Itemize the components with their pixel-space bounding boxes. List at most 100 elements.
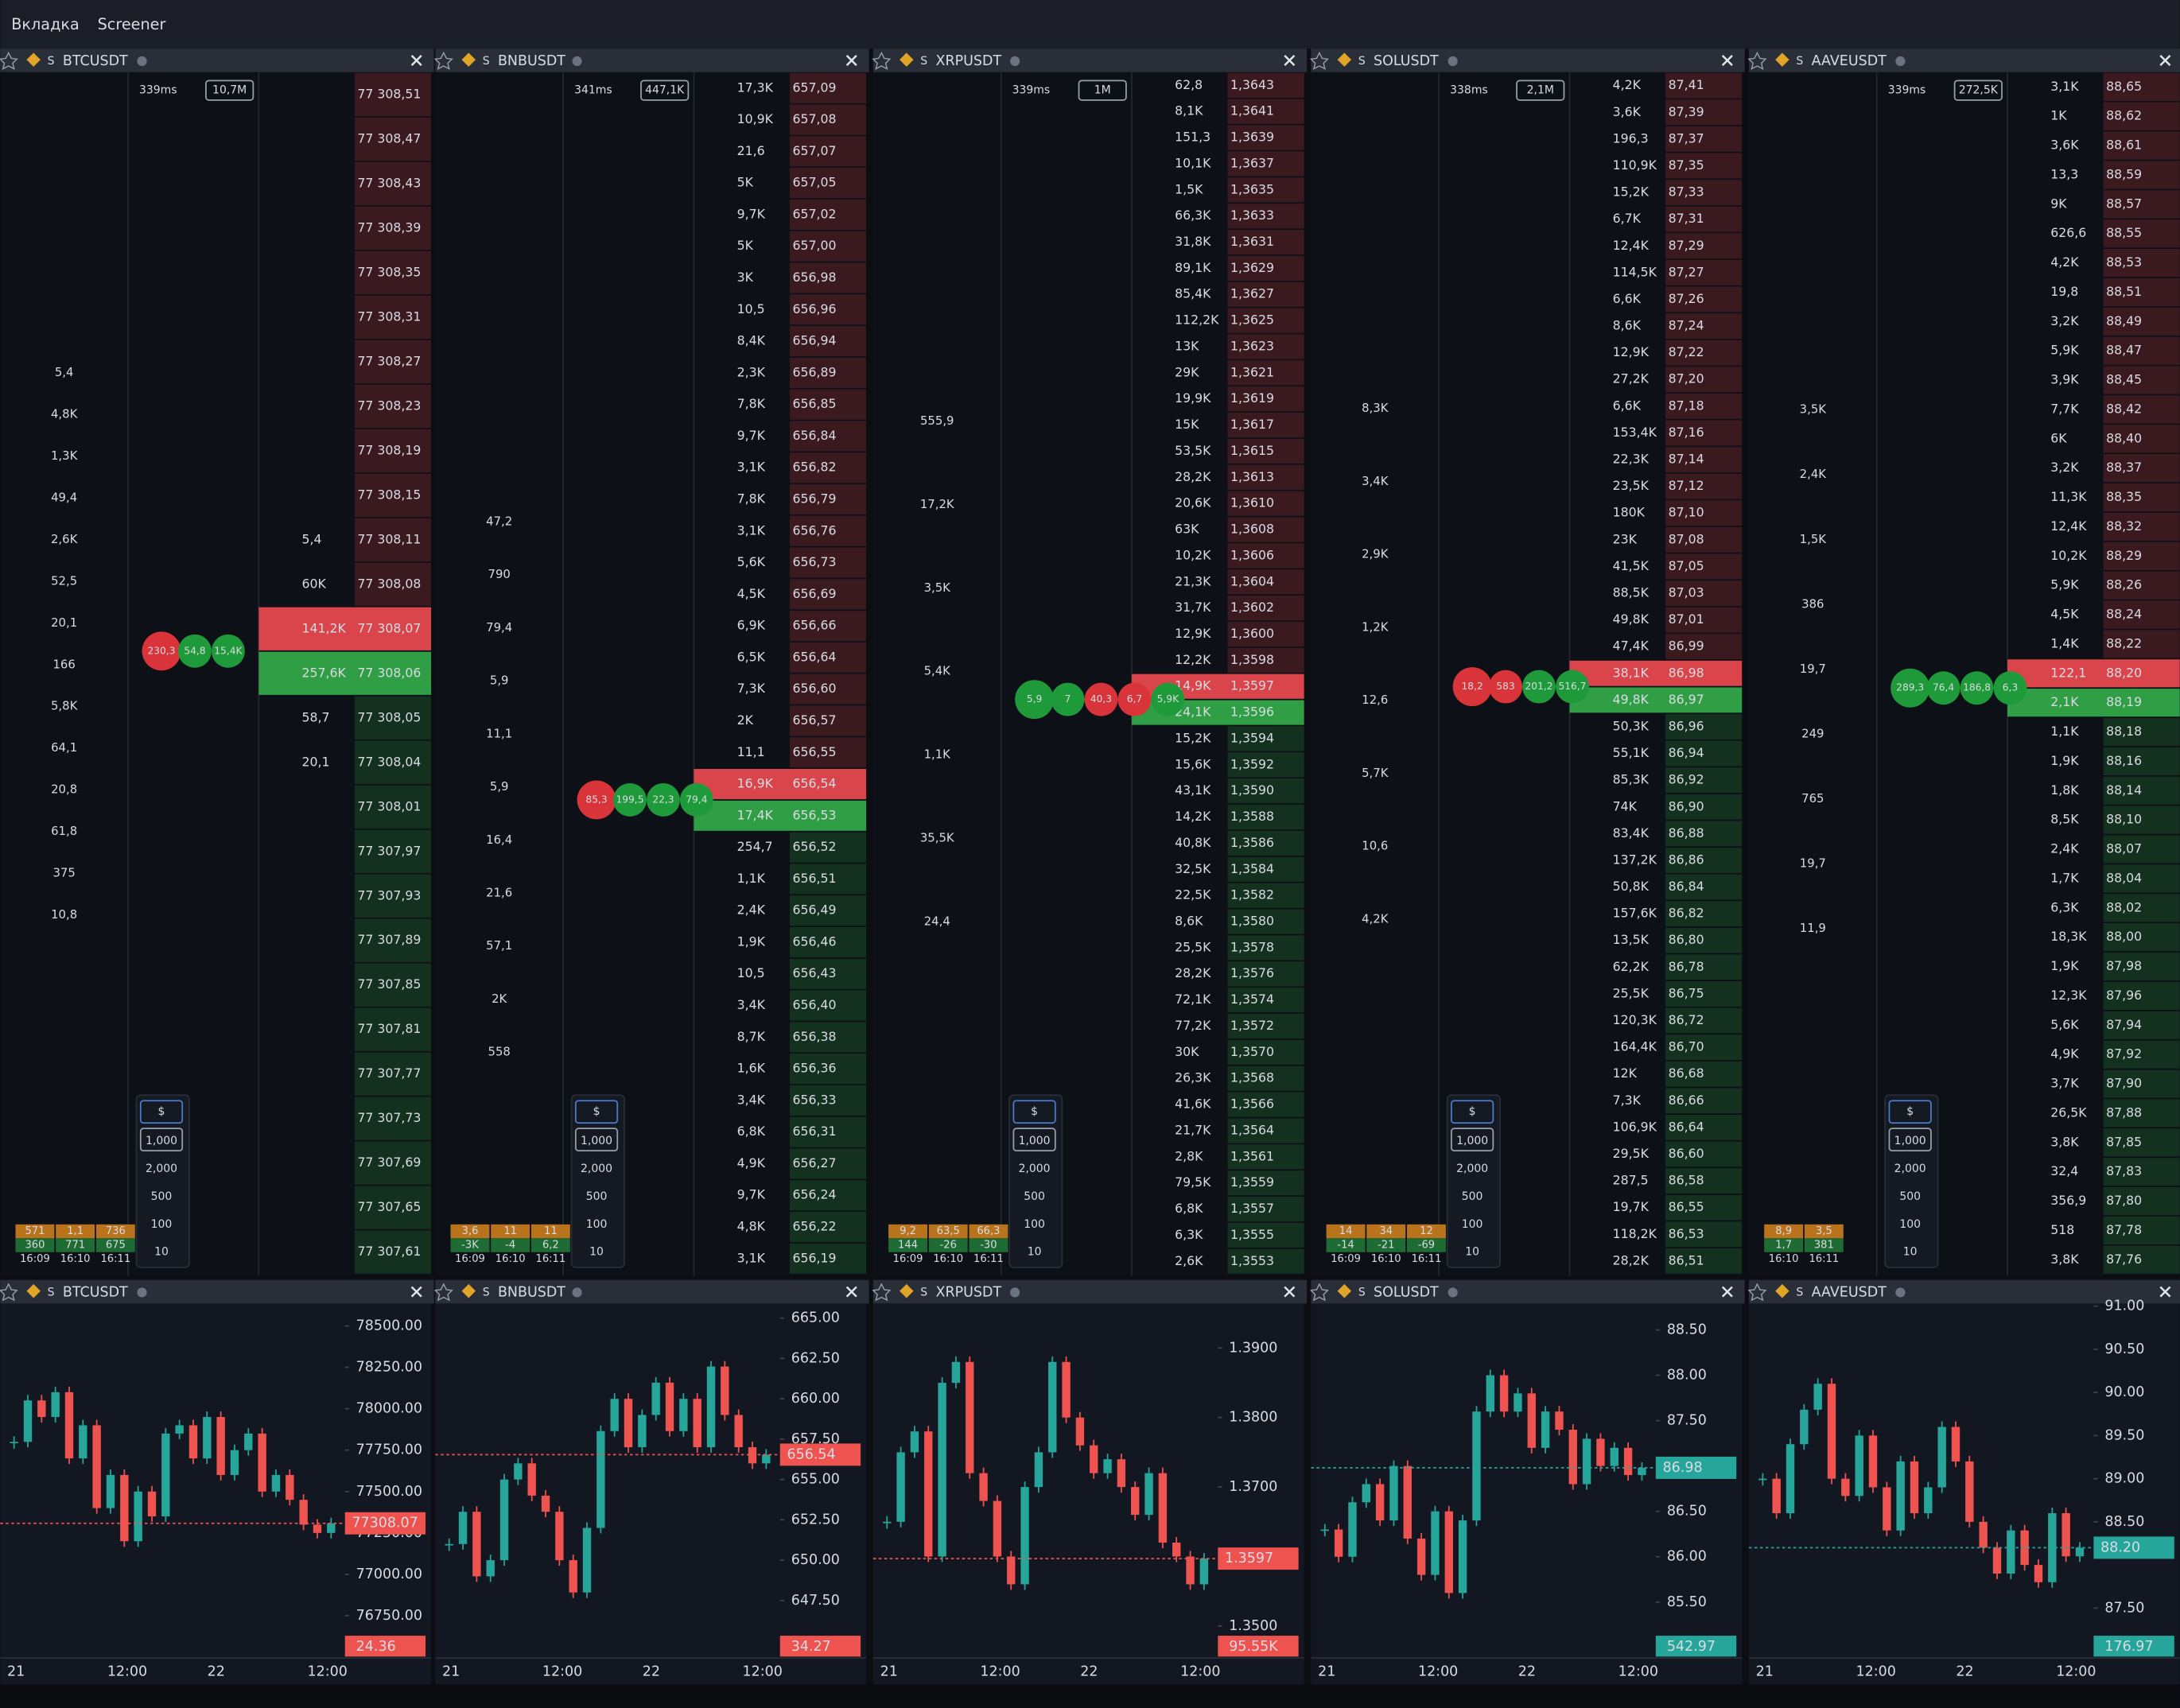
order-size[interactable]: 1,000 xyxy=(1019,1135,1051,1147)
ladder-price[interactable]: 87,85 xyxy=(2106,1134,2142,1149)
ladder-price[interactable]: 1,3631 xyxy=(1230,234,1274,249)
ladder-price[interactable]: 87,01 xyxy=(1669,611,1704,627)
ladder-price[interactable]: 77 308,07 xyxy=(357,620,421,635)
close-icon[interactable] xyxy=(2159,1286,2171,1298)
ladder-price[interactable]: 86,75 xyxy=(1669,985,1704,1000)
order-size[interactable]: 1,000 xyxy=(1456,1135,1488,1147)
ladder-price[interactable]: 87,35 xyxy=(1669,157,1704,173)
order-size-box[interactable] xyxy=(1451,1100,1494,1124)
ladder-price[interactable]: 656,98 xyxy=(792,270,836,285)
ladder-price[interactable]: 88,07 xyxy=(2106,841,2142,856)
ladder-price[interactable]: 1,3621 xyxy=(1230,364,1274,379)
ladder-price[interactable]: 88,61 xyxy=(2106,138,2142,153)
order-size[interactable]: 2,000 xyxy=(1456,1163,1488,1175)
ladder-price[interactable]: 656,36 xyxy=(792,1061,836,1076)
ladder-price[interactable]: 1,3553 xyxy=(1230,1253,1274,1268)
ladder-price[interactable]: 1,3578 xyxy=(1230,939,1274,954)
ladder-price[interactable]: 1,3594 xyxy=(1230,730,1274,745)
ladder-price[interactable]: 1,3643 xyxy=(1230,77,1274,92)
ladder-price[interactable]: 86,60 xyxy=(1669,1146,1704,1161)
ladder-price[interactable]: 77 308,31 xyxy=(357,309,421,324)
ladder-price[interactable]: 87,22 xyxy=(1669,344,1704,359)
order-size[interactable]: 2,000 xyxy=(146,1163,177,1175)
ladder-price[interactable]: 88,53 xyxy=(2106,254,2142,270)
ladder-price[interactable]: 87,03 xyxy=(1669,585,1704,600)
ladder-price[interactable]: 1,3635 xyxy=(1230,181,1274,196)
close-icon[interactable] xyxy=(845,55,857,67)
order-size-box[interactable] xyxy=(1012,1100,1056,1124)
ladder-price[interactable]: 1,3584 xyxy=(1230,861,1274,876)
ladder-price[interactable]: 87,05 xyxy=(1669,558,1704,573)
ladder-price[interactable]: 87,16 xyxy=(1669,425,1704,440)
ladder-price[interactable]: 1,3613 xyxy=(1230,469,1274,484)
ladder-price[interactable]: 656,76 xyxy=(792,522,836,538)
ladder-price[interactable]: 1,3580 xyxy=(1230,914,1274,929)
tab[interactable]: Вкладка xyxy=(11,15,80,33)
close-icon[interactable] xyxy=(845,1286,857,1298)
ladder-price[interactable]: 77 307,85 xyxy=(357,976,421,992)
ladder-price[interactable]: 77 307,81 xyxy=(357,1021,421,1036)
ladder-price[interactable]: 77 307,77 xyxy=(357,1066,421,1081)
symbol[interactable]: SOLUSDT xyxy=(1374,53,1439,69)
ladder-price[interactable]: 87,90 xyxy=(2106,1076,2142,1091)
ladder-price[interactable]: 88,57 xyxy=(2106,196,2142,211)
ladder-price[interactable]: 86,88 xyxy=(1669,825,1704,840)
ladder-price[interactable]: 88,14 xyxy=(2106,782,2142,798)
ladder-price[interactable]: 77 308,23 xyxy=(357,398,421,413)
ladder-price[interactable]: 87,96 xyxy=(2106,988,2142,1003)
ladder-price[interactable]: 1,3608 xyxy=(1230,522,1274,537)
ladder-price[interactable]: 87,37 xyxy=(1669,130,1704,146)
ladder-price[interactable]: 88,02 xyxy=(2106,899,2142,914)
ladder-price[interactable]: 656,79 xyxy=(792,491,836,506)
symbol[interactable]: XRPUSDT xyxy=(935,1284,1001,1300)
ladder-price[interactable]: 86,53 xyxy=(1669,1226,1704,1241)
ladder-price[interactable]: 656,89 xyxy=(792,364,836,379)
ladder-price[interactable]: 88,29 xyxy=(2106,548,2142,563)
ladder-price[interactable]: 656,53 xyxy=(792,807,836,822)
ladder-price[interactable]: 657,07 xyxy=(792,143,836,158)
close-icon[interactable] xyxy=(2159,55,2171,67)
ladder-price[interactable]: 1,3561 xyxy=(1230,1148,1274,1163)
ladder-price[interactable]: 656,49 xyxy=(792,903,836,918)
close-icon[interactable] xyxy=(1721,1286,1733,1298)
ladder-price[interactable]: 656,38 xyxy=(792,1029,836,1044)
order-size-box[interactable] xyxy=(1451,1128,1494,1152)
ladder-price[interactable]: 87,94 xyxy=(2106,1017,2142,1032)
ladder-price[interactable]: 87,24 xyxy=(1669,318,1704,333)
order-size[interactable]: 10 xyxy=(1903,1246,1918,1259)
ladder-price[interactable]: 87,39 xyxy=(1669,104,1704,119)
ladder-price[interactable]: 87,31 xyxy=(1669,211,1704,226)
ladder-price[interactable]: 656,55 xyxy=(792,744,836,759)
ladder-price[interactable]: 77 308,35 xyxy=(357,264,421,279)
ladder-price[interactable]: 1,3641 xyxy=(1230,103,1274,118)
symbol[interactable]: AAVEUSDT xyxy=(1812,1284,1887,1300)
order-size[interactable]: $ xyxy=(1906,1105,1914,1118)
order-size[interactable]: 500 xyxy=(1899,1190,1921,1203)
ladder-price[interactable]: 656,33 xyxy=(792,1092,836,1107)
ladder-price[interactable]: 86,82 xyxy=(1669,906,1704,921)
symbol[interactable]: BTCUSDT xyxy=(63,53,128,69)
close-icon[interactable] xyxy=(1284,55,1296,67)
order-size[interactable]: 500 xyxy=(1462,1190,1483,1203)
order-size[interactable]: 500 xyxy=(151,1190,173,1203)
symbol[interactable]: BNBUSDT xyxy=(498,53,565,69)
ladder-price[interactable]: 88,37 xyxy=(2106,460,2142,475)
ladder-price[interactable]: 77 308,47 xyxy=(357,130,421,146)
ladder-price[interactable]: 77 308,51 xyxy=(357,86,421,101)
order-size-box[interactable] xyxy=(1888,1100,1932,1124)
ladder-price[interactable]: 657,02 xyxy=(792,206,836,221)
ladder-price[interactable]: 656,43 xyxy=(792,965,836,980)
ladder-price[interactable]: 88,62 xyxy=(2106,108,2142,123)
order-size[interactable]: $ xyxy=(158,1105,165,1118)
ladder-price[interactable]: 77 308,08 xyxy=(357,576,421,591)
ladder-price[interactable]: 86,66 xyxy=(1669,1093,1704,1108)
ladder-price[interactable]: 86,51 xyxy=(1669,1252,1704,1267)
ladder-price[interactable]: 1,3592 xyxy=(1230,756,1274,771)
ladder-price[interactable]: 1,3559 xyxy=(1230,1174,1274,1190)
ladder-price[interactable]: 88,20 xyxy=(2106,665,2142,680)
ladder-price[interactable]: 77 308,39 xyxy=(357,219,421,235)
ladder-price[interactable]: 77 307,89 xyxy=(357,932,421,947)
ladder-price[interactable]: 86,96 xyxy=(1669,718,1704,733)
order-size[interactable]: 10 xyxy=(589,1246,604,1259)
ladder-price[interactable]: 88,04 xyxy=(2106,870,2142,885)
